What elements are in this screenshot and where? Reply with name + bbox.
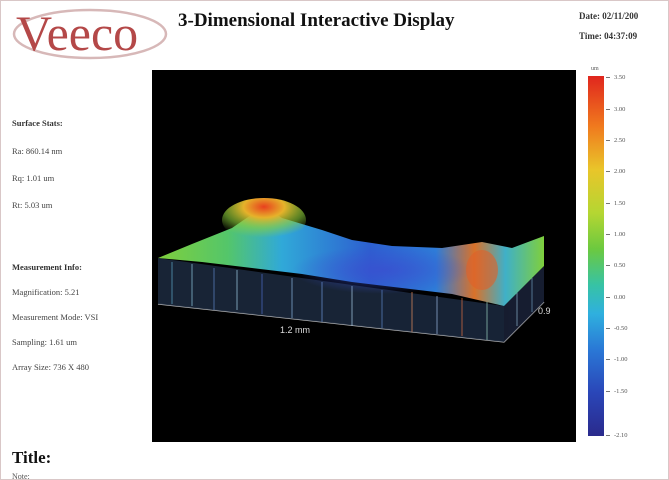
date-time-block: Date: 02/11/200 Time: 04:37:09	[579, 6, 669, 46]
surface-peak	[222, 198, 306, 242]
color-scale-legend: um 3.50 3.00 2.50 2.00 1.50 1.00 0.50 0.…	[582, 66, 662, 446]
surface-skirt	[158, 258, 544, 342]
colorbar-tick: -2.10	[606, 432, 628, 439]
logo-text: Veeco	[16, 5, 138, 61]
stat-rt: Rt: 5.03 um	[12, 200, 53, 210]
info-sampling: Sampling: 1.61 um	[12, 337, 77, 347]
colorbar-gradient	[588, 76, 604, 436]
measurement-info-heading: Measurement Info:	[12, 262, 82, 272]
colorbar-tick: 1.00	[606, 231, 625, 238]
info-magnification: Magnification: 5.21	[12, 287, 80, 297]
surface-depression	[292, 246, 472, 294]
colorbar-unit: um	[591, 66, 599, 72]
page-title: 3-Dimensional Interactive Display	[178, 10, 455, 31]
surface-3d-svg: 1.2 mm 0.9	[157, 198, 551, 343]
surface-stats-heading: Surface Stats:	[12, 118, 63, 128]
colorbar-tick: 3.00	[606, 106, 625, 113]
skirt-streaks	[171, 262, 533, 340]
info-array-size: Array Size: 736 X 480	[12, 362, 89, 372]
date-text: Date: 02/11/200	[579, 11, 639, 21]
colorbar-tick: -1.00	[606, 356, 628, 363]
veeco-logo: Veeco	[10, 0, 170, 66]
note-label: Note:	[12, 472, 30, 479]
colorbar-tick: 3.50	[606, 74, 625, 81]
colorbar-tick: 0.00	[606, 294, 625, 301]
colorbar-tick: 2.00	[606, 168, 625, 175]
time-text: Time: 04:37:09	[579, 31, 638, 41]
stat-ra: Ra: 860.14 nm	[12, 146, 63, 156]
title-label: Title:	[12, 448, 52, 467]
surface-3d-plot[interactable]: 1.2 mm 0.9	[152, 70, 576, 442]
colorbar-tick: 1.50	[606, 200, 625, 207]
colorbar-tick: -0.50	[606, 325, 628, 332]
x-axis-label: 1.2 mm	[280, 325, 310, 335]
colorbar-tick: 0.50	[606, 262, 625, 269]
stat-rq: Rq: 1.01 um	[12, 173, 55, 183]
surface-orange-ridge	[466, 250, 498, 290]
info-mode: Measurement Mode: VSI	[12, 312, 99, 322]
y-axis-label: 0.9	[538, 306, 551, 316]
colorbar-tick: -1.50	[606, 388, 628, 395]
colorbar-tick: 2.50	[606, 137, 625, 144]
